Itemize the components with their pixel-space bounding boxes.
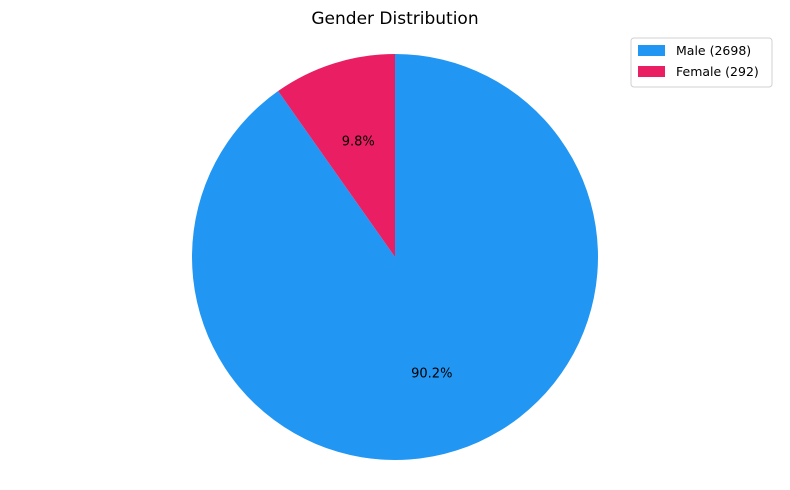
legend-swatch-female (638, 66, 665, 77)
pie-label-female: 9.8% (342, 134, 375, 149)
pie-slice-male (191, 54, 598, 460)
legend-label-female: Female (292) (676, 64, 759, 79)
legend-swatch-male (638, 45, 665, 56)
pie-slice-female (278, 53, 395, 257)
legend-frame (630, 37, 773, 88)
chart-title: Gender Distribution (311, 9, 478, 29)
pie-percent-labels: 90.2% 9.8% (342, 134, 453, 381)
legend: Male (2698) Female (292) (630, 37, 773, 88)
pie-label-male: 90.2% (411, 367, 452, 382)
legend-label-male: Male (2698) (676, 43, 751, 58)
pie-slices (191, 53, 598, 460)
